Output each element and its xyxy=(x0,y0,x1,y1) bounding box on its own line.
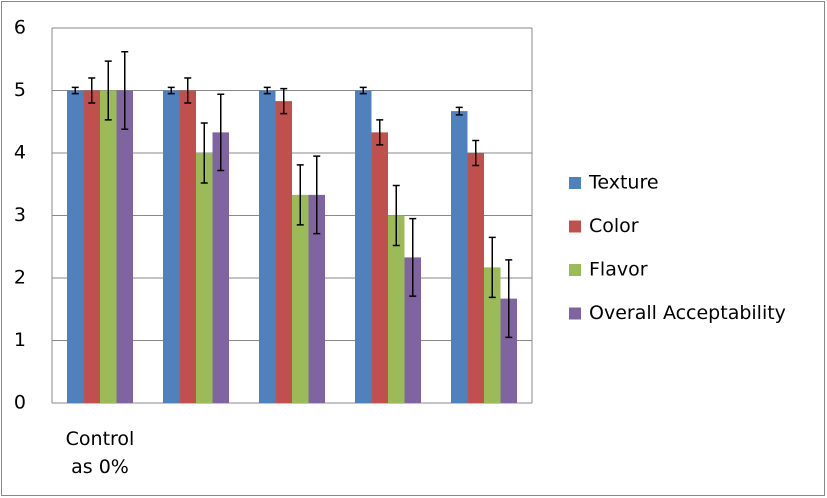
bar xyxy=(275,101,292,403)
legend-label: Color xyxy=(589,215,639,237)
error-bar xyxy=(455,106,463,116)
bar xyxy=(500,298,517,403)
error-bar xyxy=(217,93,225,172)
y-tick-label: 5 xyxy=(14,79,26,101)
bar xyxy=(484,267,501,403)
error-bar xyxy=(71,86,79,95)
error-bar xyxy=(392,184,400,247)
bar xyxy=(404,257,421,403)
bar xyxy=(179,90,196,403)
bar xyxy=(292,194,309,403)
y-tick-label: 4 xyxy=(14,142,26,164)
legend-swatch xyxy=(569,177,581,189)
error-bar xyxy=(280,87,288,115)
error-bar xyxy=(472,139,480,167)
y-tick-label: 2 xyxy=(14,267,26,289)
bar xyxy=(83,90,100,403)
bar xyxy=(451,111,468,403)
bar xyxy=(371,132,388,403)
bar xyxy=(116,90,133,403)
y-tick-label: 1 xyxy=(14,329,26,351)
bar xyxy=(308,194,325,403)
bar xyxy=(100,90,117,403)
error-bar xyxy=(263,86,271,95)
x-tick-label: Control as 0% xyxy=(65,428,135,478)
bar xyxy=(196,153,213,403)
legend-label: Texture xyxy=(588,172,659,194)
legend-label: Flavor xyxy=(589,259,648,281)
bar xyxy=(259,90,276,403)
bar xyxy=(163,90,180,403)
y-tick-label: 3 xyxy=(14,204,26,226)
error-bar xyxy=(200,122,208,184)
error-bar xyxy=(313,155,321,235)
error-bar xyxy=(488,236,496,299)
y-tick-label: 0 xyxy=(14,392,26,414)
bar xyxy=(212,132,229,403)
legend-swatch xyxy=(569,220,581,233)
error-bar xyxy=(104,60,112,121)
error-bar xyxy=(296,164,304,226)
bar xyxy=(67,90,84,403)
error-bar xyxy=(121,51,129,130)
error-bar xyxy=(184,77,192,104)
error-bar xyxy=(88,77,96,104)
legend-swatch xyxy=(569,264,581,276)
error-bar xyxy=(359,86,367,95)
bar xyxy=(467,153,484,403)
error-bar xyxy=(376,119,384,146)
error-bar xyxy=(505,259,513,339)
legend-label: Overall Acceptability xyxy=(589,302,786,324)
bar xyxy=(355,90,372,403)
bar xyxy=(388,215,405,403)
error-bar xyxy=(167,86,175,95)
legend-swatch xyxy=(569,307,581,320)
y-tick-label: 6 xyxy=(14,17,26,39)
error-bar xyxy=(409,217,417,297)
